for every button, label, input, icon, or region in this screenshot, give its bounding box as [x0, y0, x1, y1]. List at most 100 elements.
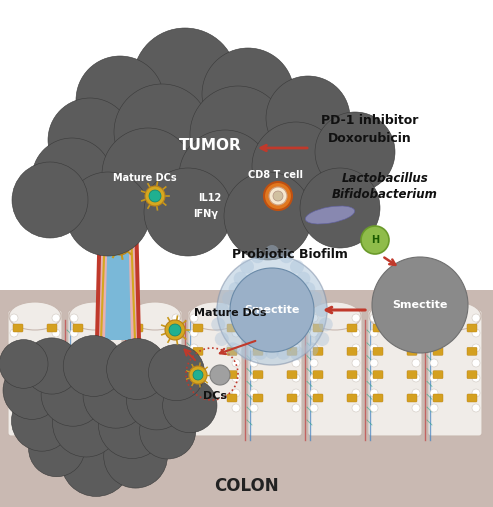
Circle shape [240, 346, 254, 360]
Circle shape [130, 329, 138, 337]
Text: IL12: IL12 [198, 193, 222, 203]
Circle shape [250, 404, 258, 412]
Circle shape [211, 317, 225, 332]
Circle shape [273, 191, 283, 201]
Circle shape [310, 389, 318, 397]
Circle shape [232, 344, 240, 352]
Circle shape [308, 292, 322, 306]
Circle shape [130, 404, 138, 412]
Text: PD-1 inhibitor: PD-1 inhibitor [321, 114, 419, 127]
Circle shape [250, 374, 258, 382]
FancyBboxPatch shape [407, 394, 417, 402]
Bar [0, 290, 493, 507]
Circle shape [352, 329, 360, 337]
Circle shape [32, 138, 112, 218]
FancyBboxPatch shape [227, 371, 237, 379]
Circle shape [472, 344, 480, 352]
Circle shape [10, 329, 18, 337]
Ellipse shape [129, 302, 181, 330]
Circle shape [29, 420, 85, 477]
Circle shape [412, 329, 420, 337]
Circle shape [370, 314, 378, 322]
Circle shape [70, 329, 78, 337]
Ellipse shape [369, 302, 421, 330]
Circle shape [292, 359, 300, 367]
Circle shape [472, 374, 480, 382]
Circle shape [76, 56, 164, 144]
Circle shape [370, 344, 378, 352]
Circle shape [352, 314, 360, 322]
FancyBboxPatch shape [433, 324, 443, 332]
Circle shape [430, 314, 438, 322]
Circle shape [292, 344, 300, 352]
Circle shape [310, 344, 318, 352]
Text: DCs: DCs [203, 391, 227, 401]
FancyBboxPatch shape [107, 347, 117, 355]
FancyBboxPatch shape [107, 371, 117, 379]
Circle shape [52, 404, 60, 412]
Circle shape [130, 374, 138, 382]
Circle shape [472, 329, 480, 337]
Circle shape [264, 182, 292, 210]
FancyBboxPatch shape [407, 371, 417, 379]
FancyBboxPatch shape [13, 347, 23, 355]
FancyBboxPatch shape [287, 394, 297, 402]
Circle shape [215, 332, 229, 346]
Circle shape [165, 320, 185, 340]
Text: H: H [371, 235, 379, 245]
Circle shape [190, 86, 286, 182]
Circle shape [112, 329, 120, 337]
Circle shape [148, 344, 205, 401]
Circle shape [472, 359, 480, 367]
Circle shape [130, 344, 138, 352]
FancyBboxPatch shape [308, 310, 362, 436]
Circle shape [232, 389, 240, 397]
FancyBboxPatch shape [73, 371, 83, 379]
Circle shape [172, 359, 180, 367]
Circle shape [10, 404, 18, 412]
FancyBboxPatch shape [73, 394, 83, 402]
FancyBboxPatch shape [47, 371, 57, 379]
Circle shape [145, 186, 165, 206]
Circle shape [232, 374, 240, 382]
FancyBboxPatch shape [373, 394, 383, 402]
FancyBboxPatch shape [253, 371, 263, 379]
FancyBboxPatch shape [433, 347, 443, 355]
Circle shape [215, 303, 229, 317]
Circle shape [172, 314, 180, 322]
Circle shape [61, 426, 131, 496]
Text: Probiotic Biofilm: Probiotic Biofilm [232, 248, 348, 262]
Circle shape [52, 314, 60, 322]
Circle shape [301, 282, 316, 296]
Text: Bifidobacterium: Bifidobacterium [332, 189, 438, 201]
Circle shape [300, 168, 380, 248]
Circle shape [412, 359, 420, 367]
Circle shape [83, 363, 149, 428]
Circle shape [430, 344, 438, 352]
Circle shape [179, 130, 271, 222]
Circle shape [250, 359, 258, 367]
Circle shape [310, 374, 318, 382]
Circle shape [106, 339, 168, 400]
FancyBboxPatch shape [287, 371, 297, 379]
Circle shape [169, 324, 181, 336]
Circle shape [190, 374, 198, 382]
Circle shape [190, 389, 198, 397]
FancyBboxPatch shape [347, 371, 357, 379]
Circle shape [292, 329, 300, 337]
Circle shape [472, 404, 480, 412]
FancyBboxPatch shape [193, 394, 203, 402]
Text: Mature DCs: Mature DCs [194, 308, 266, 318]
Circle shape [292, 404, 300, 412]
FancyBboxPatch shape [253, 324, 263, 332]
Circle shape [430, 359, 438, 367]
Circle shape [234, 272, 247, 285]
Circle shape [190, 314, 198, 322]
Circle shape [144, 168, 232, 256]
Circle shape [250, 329, 258, 337]
Text: Mature DCs: Mature DCs [113, 173, 177, 183]
Circle shape [292, 374, 300, 382]
Circle shape [210, 365, 230, 385]
Circle shape [304, 342, 318, 356]
Circle shape [370, 359, 378, 367]
